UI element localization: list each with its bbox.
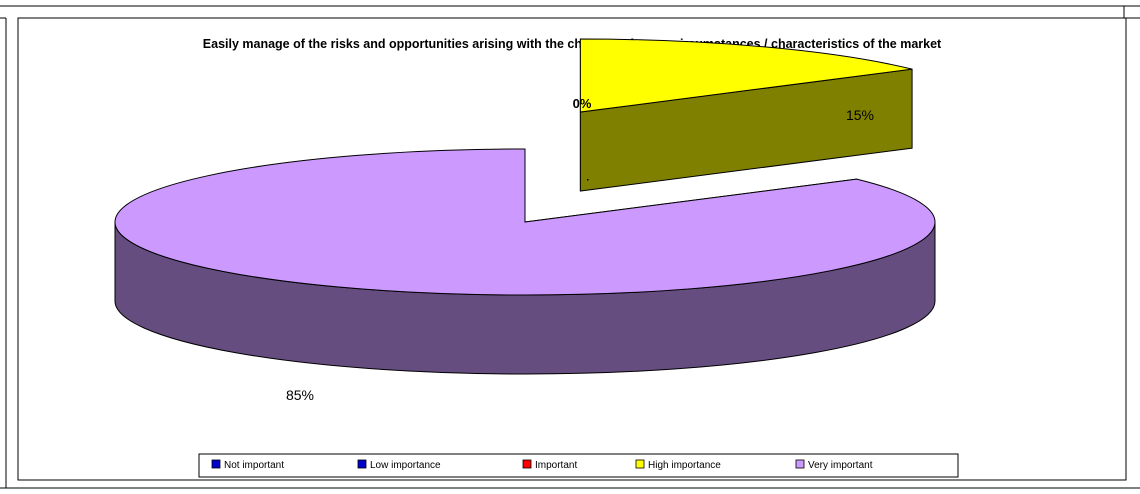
legend-item-very-important: Very important [795, 459, 873, 471]
legend-item-not-important: Not important [211, 459, 284, 471]
legend-label: Not important [224, 460, 284, 471]
legend-swatch [357, 459, 367, 469]
legend-label: High importance [648, 460, 721, 471]
data-label-high-importance: 15% [846, 107, 874, 123]
legend-item-low-importance: Low importance [357, 459, 441, 471]
legend-box [198, 453, 959, 478]
legend-swatch [522, 459, 532, 469]
data-label-important: 0% [573, 96, 592, 111]
pie-chart: 0% 15% 85% [114, 38, 936, 403]
legend-label: Very important [808, 460, 873, 471]
legend-item-high-importance: High importance [635, 459, 721, 471]
slice-very-important [114, 148, 936, 375]
zero-leader-dot [587, 179, 589, 181]
data-label-very-important: 85% [286, 387, 314, 403]
legend-swatch [635, 459, 645, 469]
legend-label: Important [535, 460, 577, 471]
chart-title: Easily manage of the risks and opportuni… [203, 37, 942, 51]
legend-swatch [795, 459, 805, 469]
legend-item-important: Important [522, 459, 577, 471]
legend: Not important Low importance Important High… [211, 459, 873, 471]
legend-label: Low importance [370, 460, 441, 471]
slice-high-importance [579, 38, 913, 192]
legend-swatch [211, 459, 221, 469]
